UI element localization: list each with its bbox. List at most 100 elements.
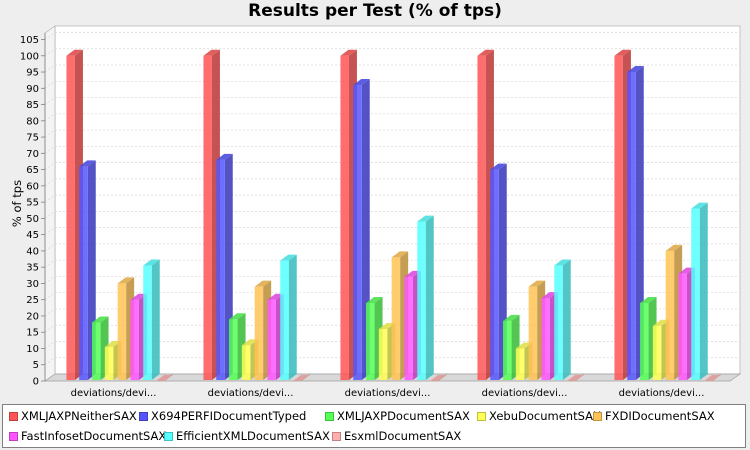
bar-front <box>229 319 238 380</box>
legend-swatch <box>325 411 334 421</box>
y-tick-label: 0 <box>33 377 39 388</box>
y-tick-label: 75 <box>26 133 39 144</box>
legend-item: X694PERFIDocumentTyped <box>139 409 306 423</box>
bar-top <box>614 49 631 56</box>
bar <box>417 215 434 380</box>
y-tick-label: 40 <box>26 246 39 257</box>
bar-front <box>490 169 499 380</box>
legend-item: FXDIDocumentSAX <box>593 409 715 423</box>
bar-front <box>691 208 700 380</box>
y-tick-label: 20 <box>26 311 39 322</box>
bar-front <box>92 322 101 380</box>
bar-side <box>635 66 644 380</box>
legend-label: FastInfosetDocumentSAX <box>21 429 167 443</box>
bar-top <box>652 319 670 326</box>
legend-item: EsxmlDocumentSAX <box>332 429 461 443</box>
legend-label: XMLJAXPDocumentSAX <box>337 409 470 423</box>
bar-top <box>130 293 147 300</box>
bar-front <box>241 345 251 380</box>
y-tick-label: 95 <box>26 68 39 79</box>
bar-front <box>652 325 662 380</box>
bar-top <box>104 340 122 347</box>
legend-item: FastInfosetDocumentSAX <box>9 429 166 443</box>
bar-front <box>117 283 127 380</box>
y-tick-label: 35 <box>26 263 39 274</box>
bar-top <box>143 259 160 266</box>
bar-front <box>378 328 388 380</box>
bar-front <box>66 55 75 380</box>
bar-top <box>156 375 173 381</box>
bar <box>280 254 297 380</box>
bar-front <box>477 55 486 380</box>
bar-top <box>280 254 297 261</box>
bar-top <box>117 277 135 284</box>
bar-top <box>430 375 447 381</box>
bar-top <box>254 280 272 287</box>
bar-top <box>353 79 370 86</box>
bar-top <box>241 339 259 346</box>
legend-label: X694PERFIDocumentTyped <box>151 409 307 423</box>
bar-top <box>640 296 657 303</box>
y-tick-label: 60 <box>26 181 39 192</box>
legend-swatch <box>139 411 148 421</box>
bar-top <box>490 163 507 170</box>
y-tick-label: 65 <box>26 165 39 176</box>
y-tick-label: 55 <box>26 198 39 209</box>
y-tick-label: 30 <box>26 279 39 290</box>
legend-swatch <box>477 411 486 421</box>
bar-front <box>627 72 636 380</box>
legend-swatch <box>332 431 341 441</box>
bar-front <box>503 320 512 380</box>
bar <box>143 259 160 380</box>
bar-front <box>104 346 114 380</box>
bar-front <box>143 265 152 380</box>
x-tick-label: deviations/devi... <box>482 388 568 399</box>
bar-top <box>541 292 558 299</box>
bar-top <box>704 375 721 381</box>
bar <box>691 202 708 380</box>
legend: XMLJAXPNeitherSAX X694PERFIDocumentTyped X… <box>2 404 746 448</box>
bar-front <box>280 260 289 380</box>
y-tick-label: 85 <box>26 100 39 111</box>
bar-front <box>391 257 401 380</box>
bar <box>156 374 173 381</box>
legend-swatch <box>9 431 18 441</box>
chart-plot: 0 5 10 15 20 25 30 35 40 45 50 55 60 65 70 75 80 85 90 95 10… <box>10 25 742 399</box>
bar-top <box>229 313 246 320</box>
bar-top <box>417 215 434 222</box>
y-tick-label: 105 <box>20 35 39 46</box>
y-tick-label: 80 <box>26 116 39 127</box>
legend-item: XMLJAXPDocumentSAX <box>325 409 470 423</box>
bar-front <box>614 55 623 380</box>
bar-top <box>404 270 421 277</box>
bar-side <box>562 259 571 380</box>
bar-front <box>216 159 225 380</box>
bar-side <box>288 254 297 380</box>
bar-top <box>554 259 571 266</box>
legend-item: XebuDocumentSAX <box>477 409 601 423</box>
x-tick-label: deviations/devi... <box>345 388 431 399</box>
bar-front <box>528 286 538 380</box>
legend-label: XebuDocumentSAX <box>489 409 601 423</box>
bar-top <box>216 153 233 160</box>
bar-top <box>92 316 109 323</box>
bar-top <box>267 293 284 300</box>
bar <box>554 259 571 380</box>
bar-front <box>417 221 426 380</box>
legend-label: EfficientXMLDocumentSAX <box>176 429 330 443</box>
bar-front <box>130 299 139 380</box>
y-tick-label: 15 <box>26 328 39 339</box>
legend-item: XMLJAXPNeitherSAX <box>9 409 137 423</box>
bar-front <box>203 55 212 380</box>
bar-front <box>79 166 88 380</box>
bar-top <box>477 49 494 56</box>
bar-top <box>567 375 584 381</box>
y-tick-label: 25 <box>26 295 39 306</box>
bar-front <box>366 302 375 380</box>
bar-top <box>678 267 695 274</box>
x-tick-label: deviations/devi... <box>208 388 294 399</box>
bar <box>293 374 310 381</box>
plot-left-wall <box>44 25 56 382</box>
bar-top <box>503 314 520 321</box>
bar-front <box>665 250 675 380</box>
